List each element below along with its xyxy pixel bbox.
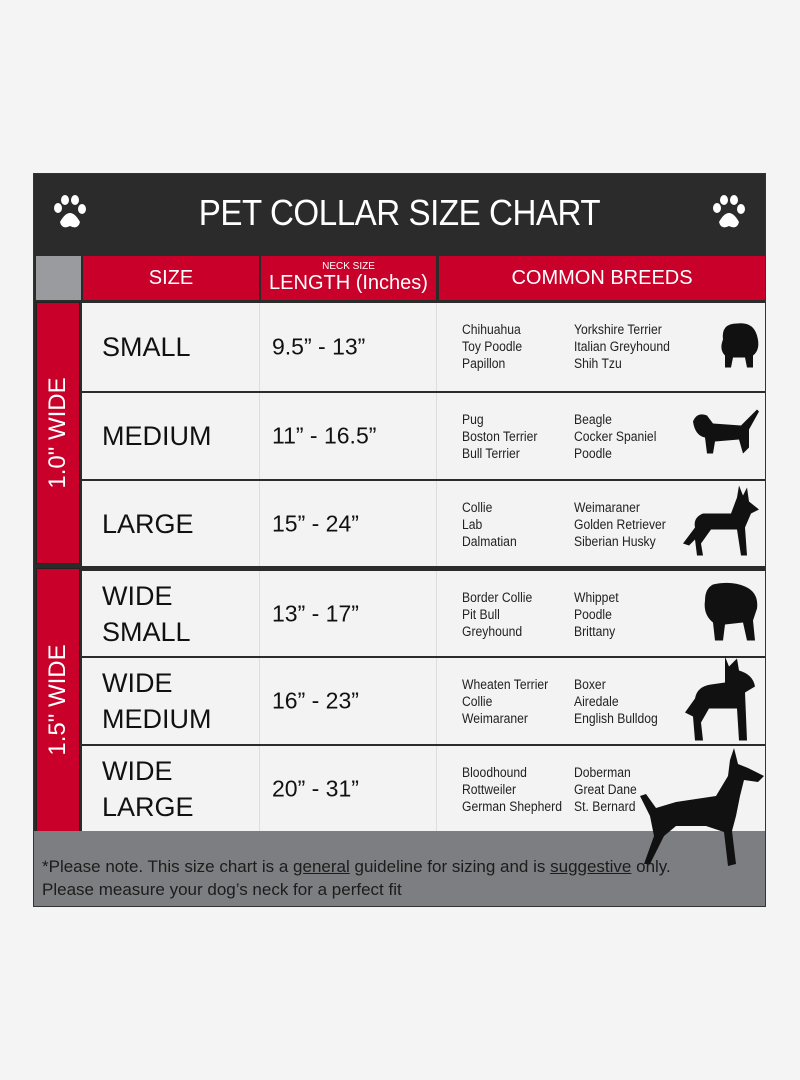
length-value: 11” - 16.5” — [272, 422, 377, 449]
dachshund-icon — [691, 408, 761, 465]
table-row: MEDIUM 11” - 16.5” Pug Boston Terrier Bull… — [82, 393, 765, 479]
breed-list: Yorkshire Terrier Italian Greyhound Shih T… — [574, 322, 670, 371]
length-cell: 16” - 23” — [260, 658, 437, 744]
breed-list: Beagle Cocker Spaniel Poodle — [574, 412, 657, 461]
length-value: 16” - 23” — [272, 687, 359, 714]
breed-list: Bloodhound Rottweiler German Shepherd — [462, 765, 562, 814]
table-row: LARGE 15” - 24” Collie Lab Dalmatian Weima… — [82, 481, 765, 566]
length-cell: 13” - 17” — [260, 571, 437, 656]
size-label: SMALL — [102, 332, 191, 362]
breed-list: Border Collie Pit Bull Greyhound — [462, 590, 533, 639]
header-breeds-label: COMMON BREEDS — [511, 266, 693, 289]
table-row: WIDE MEDIUM 16” - 23” Wheaten Terrier Coll… — [82, 656, 765, 744]
size-cell: WIDE MEDIUM — [82, 658, 260, 744]
bulldog-icon — [701, 580, 761, 647]
chart-title: PET COLLAR SIZE CHART — [198, 192, 601, 233]
shepherd-dog-icon — [681, 483, 761, 564]
footer-note: *Please note. This size chart is a gener… — [34, 831, 765, 906]
size-cell: WIDE LARGE — [82, 746, 260, 831]
length-value: 13” - 17” — [272, 600, 359, 626]
doberman-icon — [640, 748, 764, 866]
header-neck-size-label: NECK SIZE — [322, 261, 375, 272]
breed-list: Boxer Airedale English Bulldog — [574, 677, 658, 726]
breed-list: Collie Lab Dalmatian — [462, 500, 517, 549]
breed-list: Whippet Poodle Brittany — [574, 590, 619, 639]
group-label: 1.5" WIDE — [44, 644, 71, 756]
size-cell: WIDE SMALL — [82, 571, 260, 656]
header-length-label: LENGTH (Inches) — [269, 272, 428, 294]
pitbull-icon — [681, 653, 761, 750]
header-length: NECK SIZE LENGTH (Inches) — [261, 256, 436, 300]
length-value: 9.5” - 13” — [272, 333, 366, 360]
breed-list: Doberman Great Dane St. Bernard — [574, 765, 637, 814]
note-text: *Please note. This size chart is a gener… — [42, 857, 671, 899]
group-band-1: 1.0" WIDE — [36, 302, 80, 564]
header-breeds: COMMON BREEDS — [439, 256, 765, 300]
small-dog-icon — [717, 320, 761, 375]
group-band-2: 1.5" WIDE — [36, 568, 80, 832]
breed-list: Weimaraner Golden Retriever Siberian Husky — [574, 500, 666, 549]
size-label: MEDIUM — [102, 421, 212, 451]
breed-list: Chihuahua Toy Poodle Papillon — [462, 322, 523, 371]
table-row: WIDE SMALL 13” - 17” Border Collie Pit Bul… — [82, 571, 765, 656]
length-value: 15” - 24” — [272, 510, 359, 536]
size-cell: LARGE — [82, 481, 260, 566]
length-cell: 9.5” - 13” — [260, 303, 437, 391]
header-size: SIZE — [83, 256, 259, 300]
length-cell: 15” - 24” — [260, 481, 437, 566]
paw-icon — [54, 195, 86, 228]
length-value: 20” - 31” — [272, 775, 359, 801]
length-cell: 20” - 31” — [260, 746, 437, 831]
breed-list: Pug Boston Terrier Bull Terrier — [462, 412, 538, 461]
header-corner — [36, 256, 81, 300]
size-label: WIDE LARGE — [102, 755, 194, 822]
group-label: 1.0" WIDE — [44, 377, 71, 489]
size-label: WIDE MEDIUM — [102, 668, 212, 734]
paw-icon — [713, 195, 745, 228]
header-size-label: SIZE — [148, 266, 194, 289]
size-label: LARGE — [102, 508, 194, 539]
size-label: WIDE SMALL — [102, 580, 191, 647]
size-cell: SMALL — [82, 303, 260, 391]
size-chart: PET COLLAR SIZE CHART SIZE NECK SIZE LENG… — [33, 173, 766, 907]
breed-list: Wheaten Terrier Collie Weimaraner — [462, 677, 549, 726]
table-row: SMALL 9.5” - 13” Chihuahua Toy Poodle Papi… — [82, 303, 765, 391]
size-cell: MEDIUM — [82, 393, 260, 479]
length-cell: 11” - 16.5” — [260, 393, 437, 479]
